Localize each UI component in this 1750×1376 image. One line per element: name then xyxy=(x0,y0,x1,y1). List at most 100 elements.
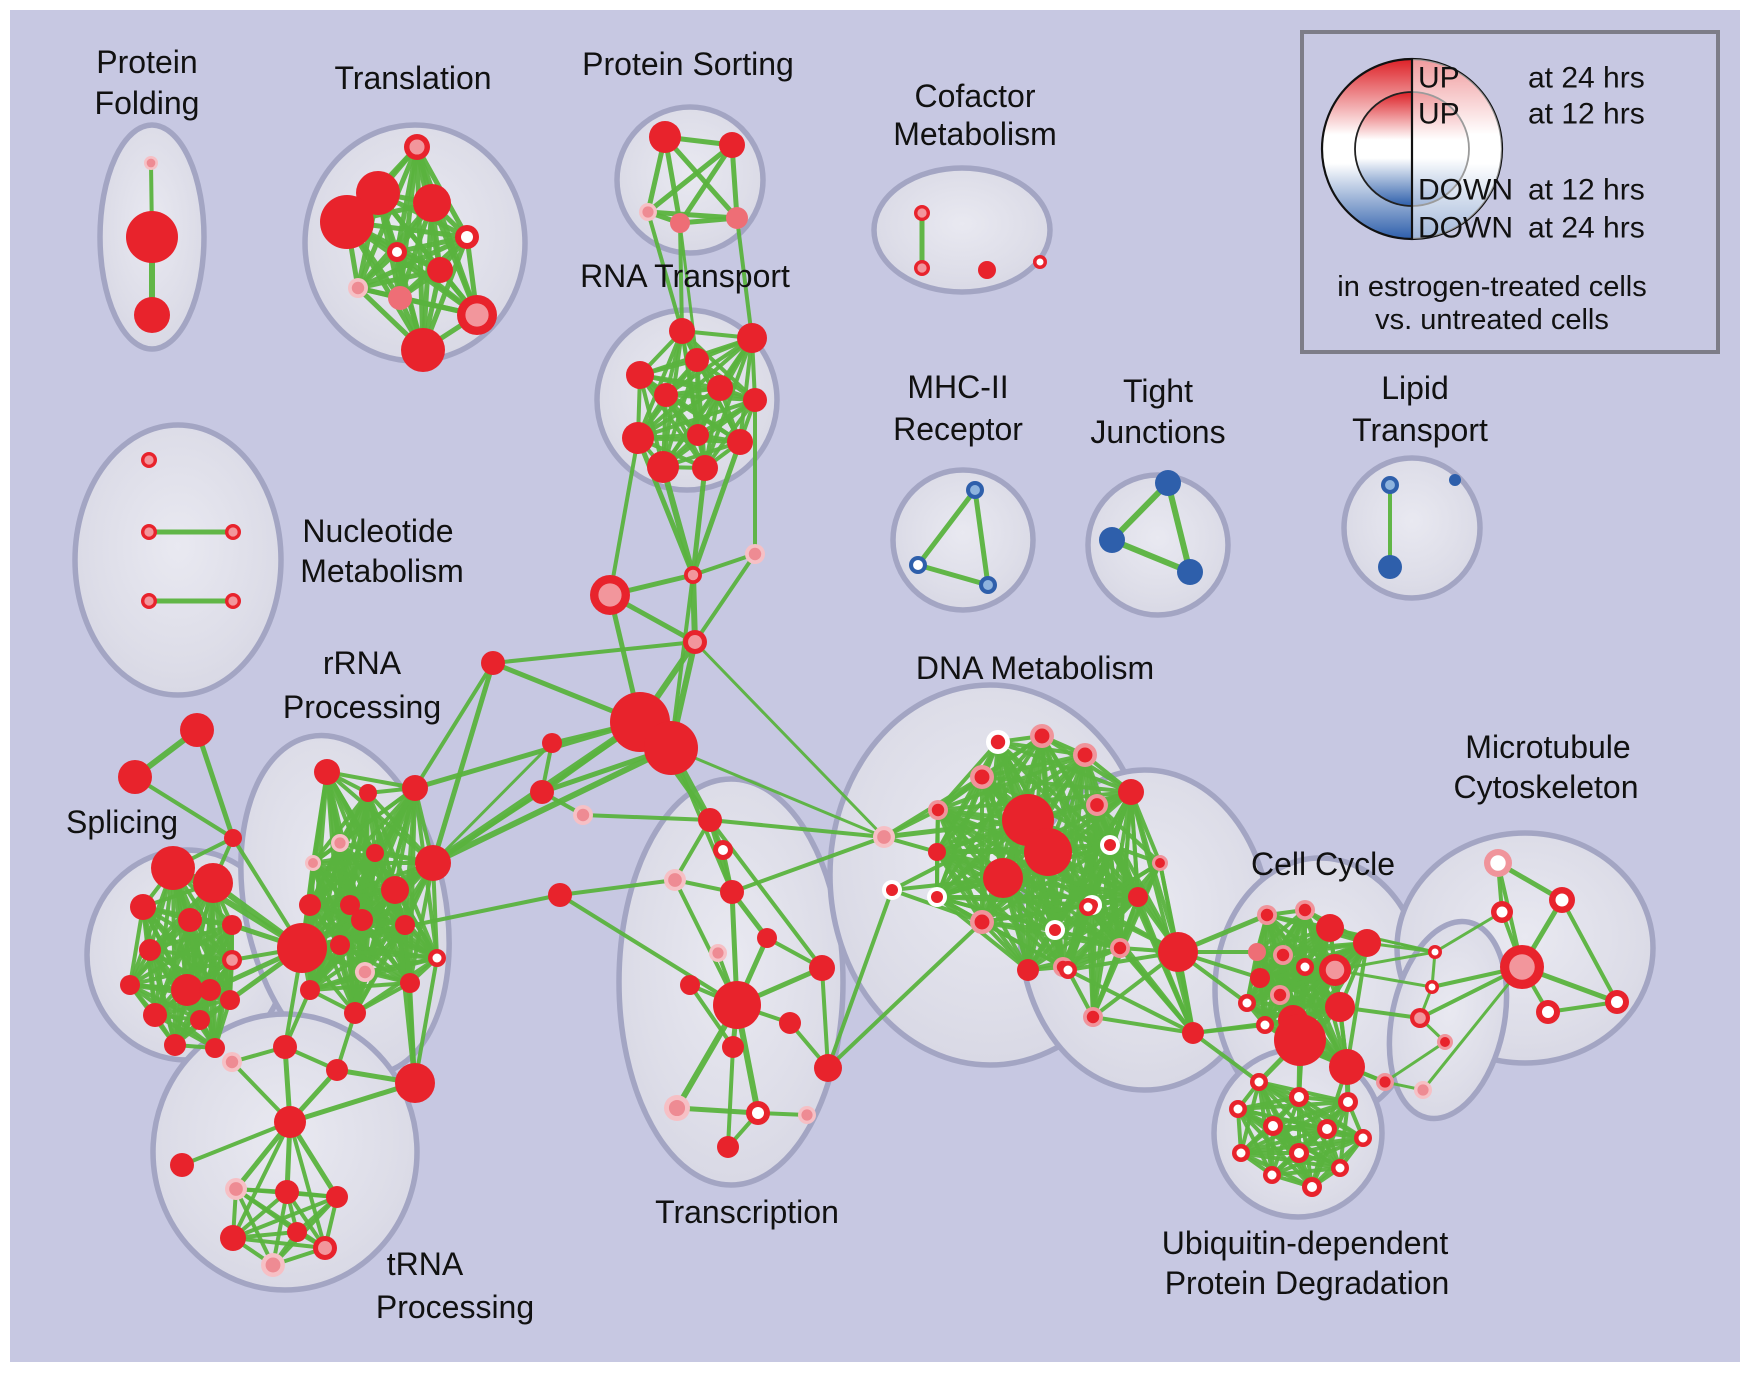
network-node-core-rr3 xyxy=(334,837,346,849)
legend-direction-3: DOWN xyxy=(1418,212,1513,245)
network-node-rt4 xyxy=(654,383,678,407)
network-edge xyxy=(308,981,412,992)
network-node-ps1 xyxy=(719,132,745,158)
network-node-rt8 xyxy=(687,424,709,446)
network-node-tc10 xyxy=(722,1036,744,1058)
network-edge xyxy=(311,861,397,892)
network-edge xyxy=(690,439,743,578)
network-node-core-dm0 xyxy=(877,830,891,844)
network-node-core-cr1 xyxy=(1298,903,1312,917)
network-edge xyxy=(1333,950,1437,972)
network-node-cn4 xyxy=(542,733,562,753)
network-edge xyxy=(1266,914,1436,953)
network-edge xyxy=(1281,941,1369,957)
network-node-rr8 xyxy=(415,845,451,881)
legend-direction-1: UP xyxy=(1418,98,1460,131)
network-node-core-ub1 xyxy=(1294,1092,1304,1102)
network-node-cn7 xyxy=(481,651,505,675)
network-edge xyxy=(128,905,145,987)
cluster-label-cofactor-metabolism-line0: Cofactor xyxy=(915,78,1036,114)
network-node-hb1 xyxy=(644,721,698,775)
network-edge xyxy=(431,741,554,865)
network-edge xyxy=(669,573,695,750)
network-edge xyxy=(980,734,1044,779)
network-edge xyxy=(1066,861,1162,972)
cluster-label-rrna-processing-line1: Processing xyxy=(283,689,441,725)
network-node-core-me2 xyxy=(1414,1012,1426,1024)
network-node-core-tc13 xyxy=(801,1109,813,1121)
network-node-core-cc3 xyxy=(1083,902,1093,912)
network-edge xyxy=(1095,803,1122,950)
network-edge xyxy=(355,267,443,291)
network-edge xyxy=(1086,905,1095,1019)
network-node-dm17 xyxy=(1017,959,1039,981)
network-node-rr18 xyxy=(400,973,420,993)
network-node-core-ub0 xyxy=(1254,1077,1264,1087)
network-edge xyxy=(638,373,707,470)
network-node-cr6 xyxy=(1250,968,1270,988)
cluster-label-tight-junctions-line0: Tight xyxy=(1123,373,1193,409)
cluster-label-ubiquitin-degradation-line0: Ubiquitin-dependent xyxy=(1162,1225,1449,1261)
network-node-tr8 xyxy=(388,286,412,310)
network-edge xyxy=(128,983,202,1022)
network-node-sp11 xyxy=(190,1010,210,1030)
network-edge xyxy=(1086,905,1195,1035)
network-node-core-cn2 xyxy=(598,583,622,607)
network-edge xyxy=(703,336,754,470)
network-edge xyxy=(735,216,754,340)
network-edge xyxy=(194,727,236,841)
network-node-cr16 xyxy=(1353,929,1381,957)
network-node-cn8 xyxy=(548,883,572,907)
cluster-label-tight-junctions-line1: Junctions xyxy=(1090,414,1225,450)
network-edge xyxy=(693,552,757,644)
network-node-core-nm3 xyxy=(144,596,154,606)
network-node-core-ub11 xyxy=(1307,1182,1317,1192)
network-node-sp2 xyxy=(130,894,156,920)
network-edge xyxy=(413,956,439,1085)
cluster-label-rrna-processing-line0: rRNA xyxy=(323,645,402,681)
network-node-core-ub3 xyxy=(1233,1104,1243,1114)
network-node-tn5 xyxy=(220,1225,246,1251)
network-node-sp12 xyxy=(220,990,240,1010)
cluster-label-transcription-line0: Transcription xyxy=(655,1194,839,1230)
network-node-core-me4 xyxy=(1379,1076,1391,1088)
network-node-tc6 xyxy=(680,975,700,995)
network-node-rt6 xyxy=(743,388,767,412)
network-node-core-ub9 xyxy=(1335,1163,1345,1173)
network-edge xyxy=(1066,803,1099,972)
cluster-label-lipid-transport-line0: Lipid xyxy=(1381,370,1449,406)
network-edge xyxy=(972,487,991,588)
network-node-rr19 xyxy=(395,1063,435,1103)
network-edge xyxy=(726,1045,735,1149)
network-node-core-dm4 xyxy=(931,803,945,817)
network-node-rr17 xyxy=(344,1002,366,1024)
network-node-rr22 xyxy=(326,1059,348,1081)
network-edge xyxy=(308,861,435,907)
network-edge xyxy=(915,562,991,588)
network-edge xyxy=(430,745,674,866)
network-node-rr13 xyxy=(277,923,327,973)
network-edge xyxy=(148,948,234,962)
network-node-cr2 xyxy=(1316,914,1344,942)
network-edge xyxy=(1239,1127,1329,1155)
network-node-core-nm4 xyxy=(228,596,238,606)
network-node-core-ub8 xyxy=(1294,1148,1304,1158)
network-node-tn1 xyxy=(170,1153,194,1177)
network-node-core-tr5 xyxy=(392,247,402,257)
network-node-ps4 xyxy=(726,207,748,229)
network-node-pf2 xyxy=(134,297,170,333)
network-node-core-mt4 xyxy=(1611,996,1623,1008)
network-node-core-nm0 xyxy=(144,455,154,465)
network-node-core-rr21 xyxy=(225,1055,239,1069)
network-edge xyxy=(693,640,886,839)
network-edge xyxy=(936,753,1087,812)
network-edge xyxy=(1091,1015,1195,1035)
network-edge xyxy=(234,1187,275,1267)
cluster-label-rna-transport-line0: RNA Transport xyxy=(580,258,790,294)
network-edge xyxy=(738,336,754,444)
cluster-label-mhc-ii-receptor-line0: MHC-II xyxy=(907,369,1008,405)
network-edge xyxy=(558,878,677,897)
network-node-tc9 xyxy=(779,1012,801,1034)
network-node-dm6 xyxy=(1118,779,1144,805)
